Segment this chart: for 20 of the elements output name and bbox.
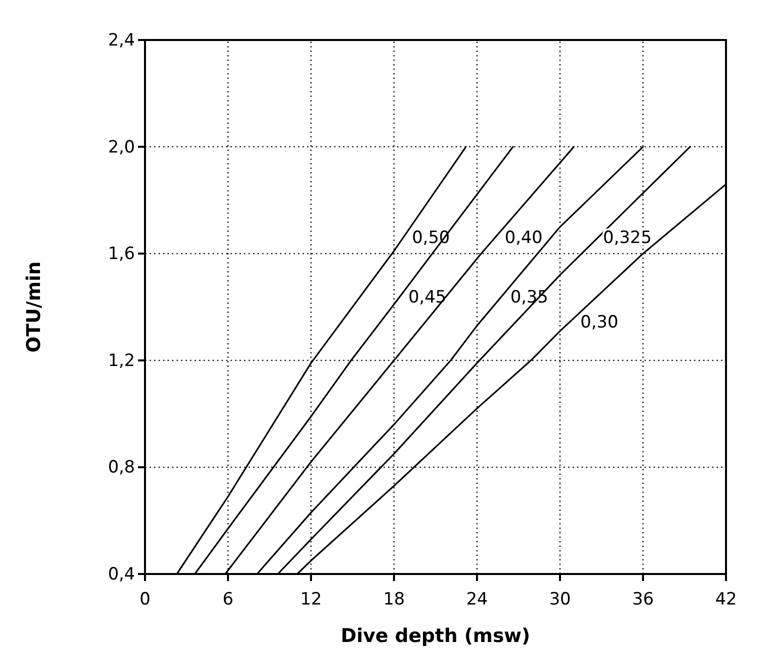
y-tick-label: 2,4 bbox=[108, 30, 135, 50]
series-label: 0,30 bbox=[580, 312, 618, 332]
y-tick-label: 0,4 bbox=[108, 564, 135, 584]
y-axis-title: OTU/min bbox=[23, 261, 45, 353]
x-tick-label: 18 bbox=[383, 589, 405, 610]
y-tick-label: 1,6 bbox=[108, 244, 135, 264]
series-label: 0,40 bbox=[504, 228, 543, 248]
x-tick-label: 30 bbox=[549, 589, 571, 610]
x-tick-label: 42 bbox=[715, 589, 737, 610]
y-tick-label: 2,0 bbox=[108, 137, 135, 158]
series-label: 0,325 bbox=[603, 228, 652, 248]
series-label: 0,45 bbox=[408, 288, 446, 308]
x-tick-label: 36 bbox=[632, 589, 654, 610]
x-axis-title: Dive depth (msw) bbox=[340, 625, 530, 647]
x-tick-label: 12 bbox=[300, 589, 322, 610]
y-tick-label: 1,2 bbox=[108, 350, 135, 371]
y-tick-label: 0,8 bbox=[108, 458, 135, 478]
x-tick-label: 6 bbox=[222, 589, 234, 610]
x-tick-label: 24 bbox=[466, 589, 488, 610]
x-tick-label: 0 bbox=[140, 589, 150, 610]
